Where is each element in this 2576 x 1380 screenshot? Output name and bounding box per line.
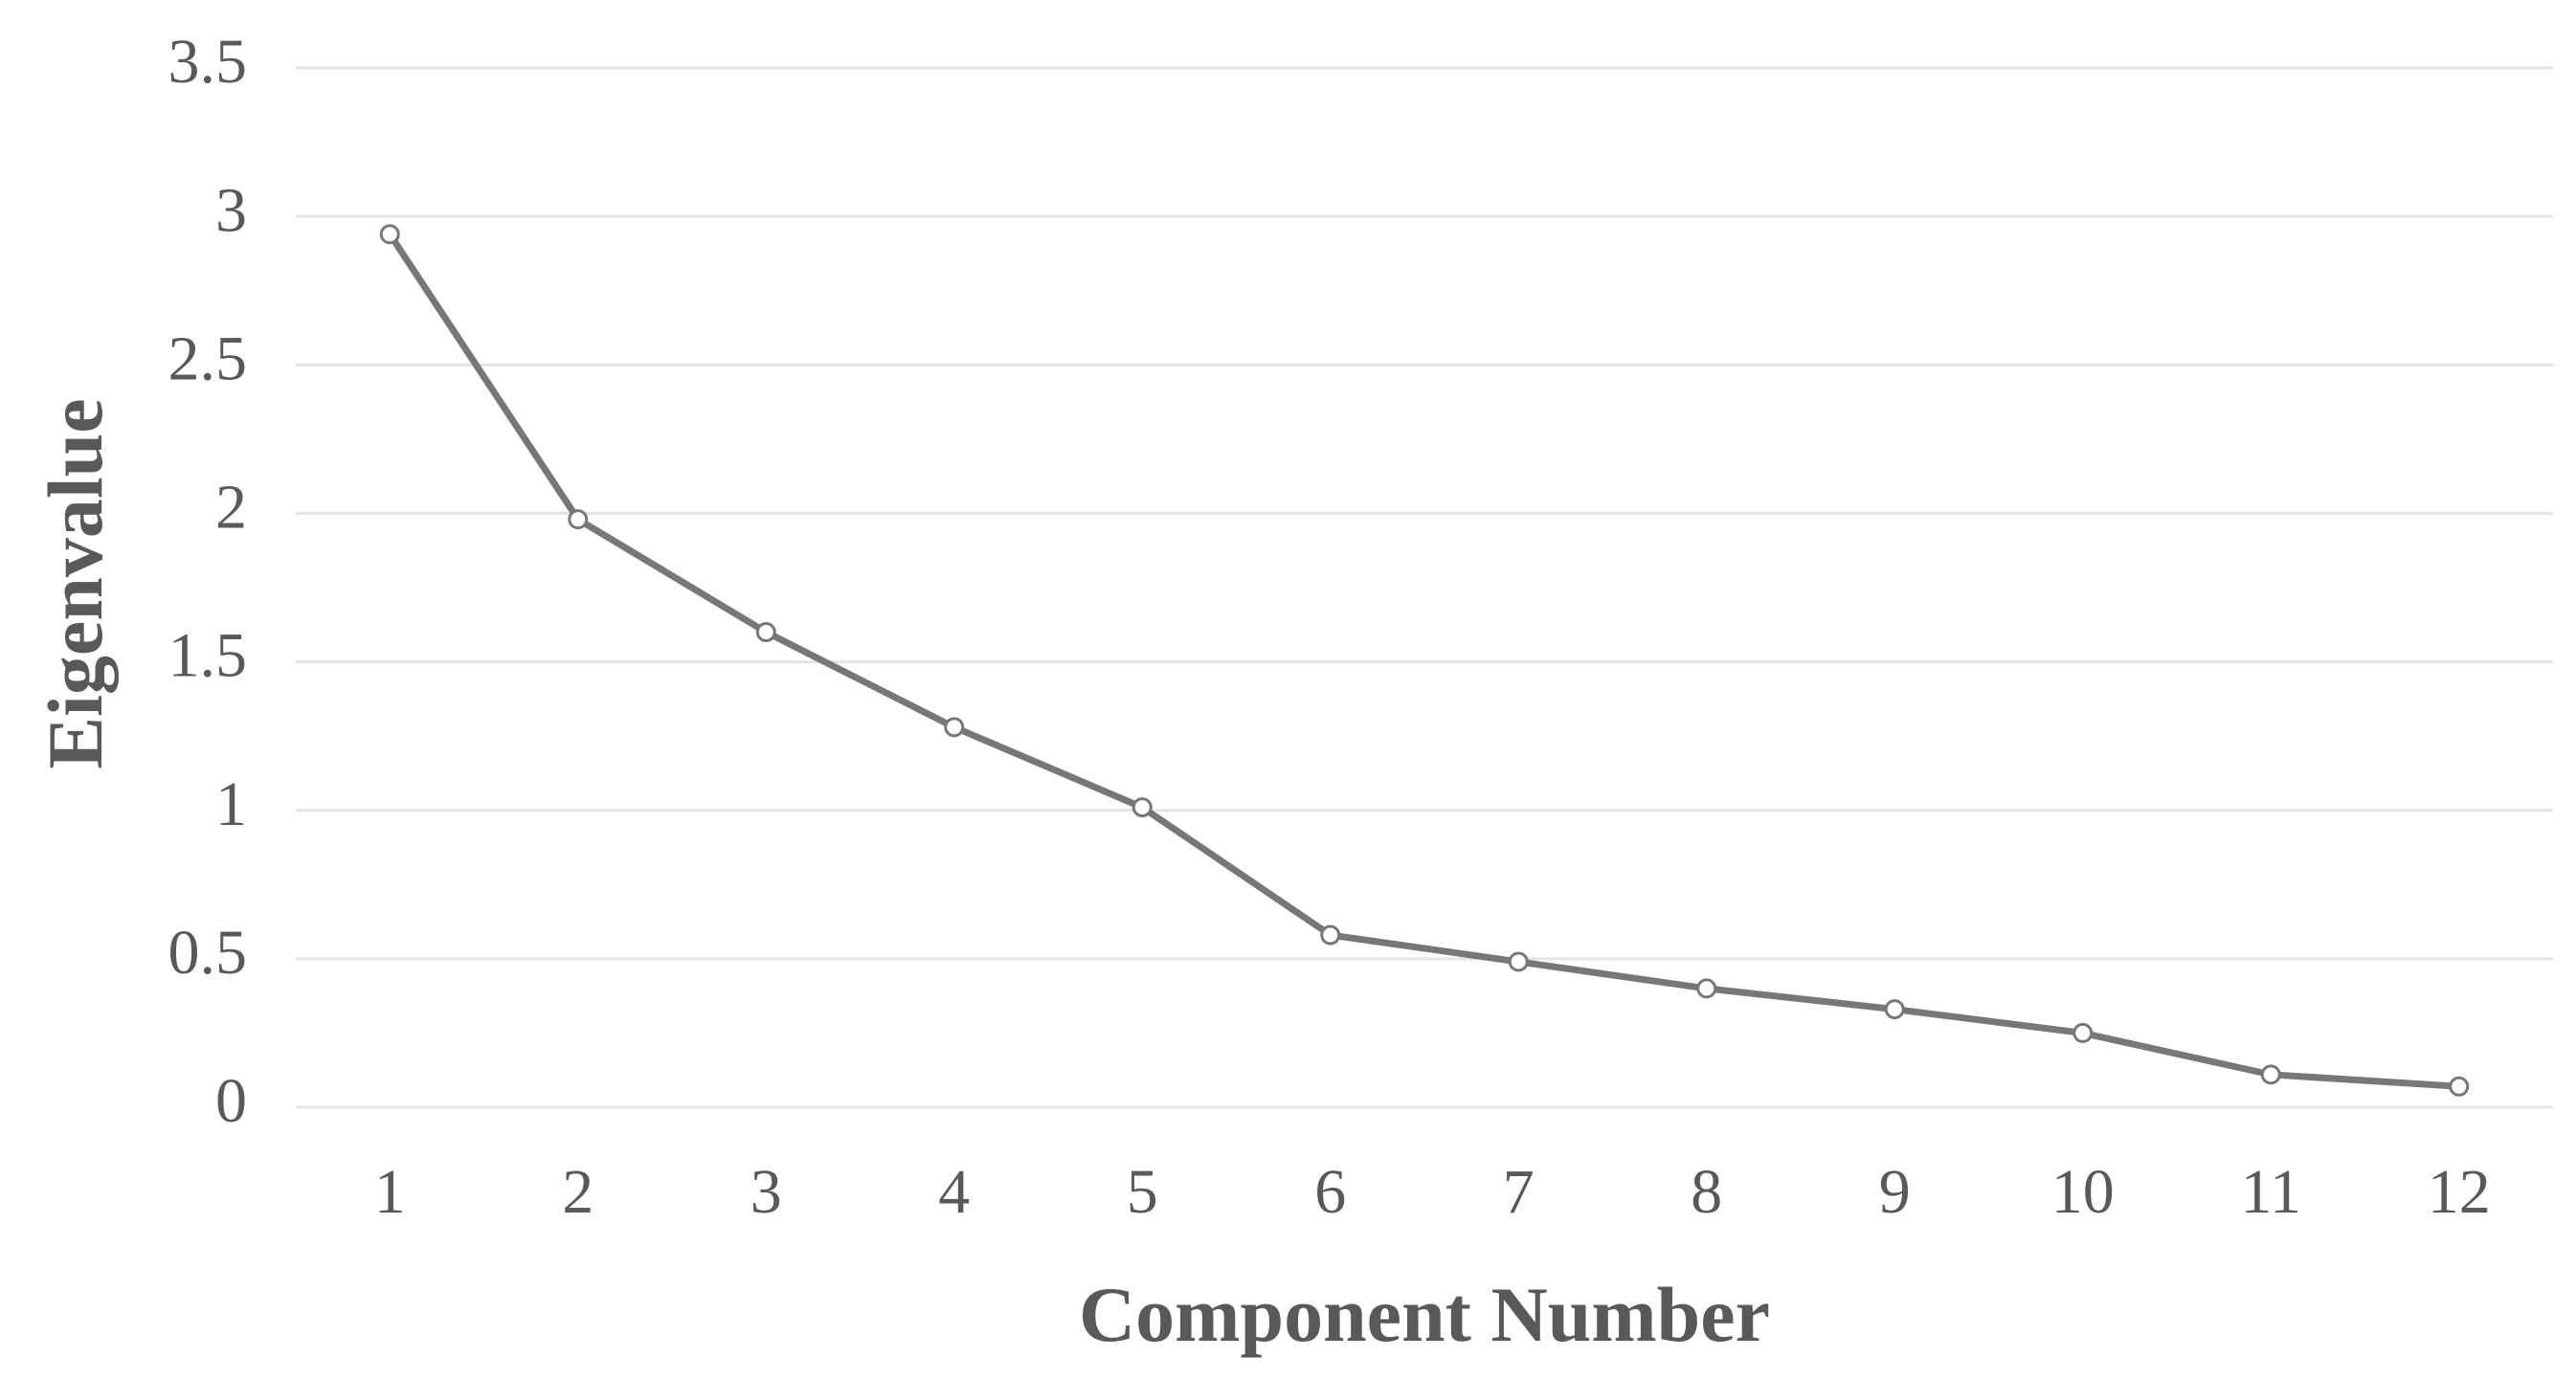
data-point bbox=[944, 717, 965, 738]
data-point bbox=[1884, 999, 1905, 1020]
data-point bbox=[379, 224, 400, 245]
data-point bbox=[1508, 951, 1529, 972]
y-tick-label: 0 bbox=[215, 1066, 247, 1136]
x-tick-label: 8 bbox=[1691, 1157, 1722, 1227]
data-point bbox=[568, 509, 589, 530]
data-line bbox=[387, 232, 2459, 1090]
x-tick-label: 3 bbox=[750, 1157, 782, 1227]
x-tick-label: 12 bbox=[2428, 1157, 2491, 1227]
data-point bbox=[2072, 1022, 2094, 1043]
y-tick-label: 2.5 bbox=[168, 323, 248, 393]
x-tick-label: 4 bbox=[938, 1157, 970, 1227]
data-point bbox=[1320, 924, 1341, 946]
y-tick-label: 1.5 bbox=[168, 621, 248, 691]
x-axis-title: Component Number bbox=[1079, 1271, 1770, 1358]
x-tick-label: 6 bbox=[1314, 1157, 1346, 1227]
y-tick-label: 0.5 bbox=[168, 918, 248, 988]
x-tick-label: 2 bbox=[562, 1157, 594, 1227]
y-axis-title: Eigenvalue bbox=[32, 398, 119, 768]
y-tick-label: 1 bbox=[215, 769, 247, 839]
y-tick-label: 3 bbox=[215, 175, 247, 245]
data-point bbox=[1131, 797, 1153, 818]
data-point bbox=[1696, 978, 1717, 999]
y-tick-label: 2 bbox=[215, 473, 247, 543]
x-tick-label: 9 bbox=[1879, 1157, 1911, 1227]
x-tick-label: 7 bbox=[1503, 1157, 1534, 1227]
x-tick-label: 10 bbox=[2051, 1157, 2115, 1227]
x-tick-label: 1 bbox=[374, 1157, 406, 1227]
data-point bbox=[2260, 1064, 2281, 1085]
data-point bbox=[755, 622, 776, 643]
y-tick-label: 3.5 bbox=[168, 27, 248, 97]
x-tick-label: 5 bbox=[1127, 1157, 1158, 1227]
data-point bbox=[2449, 1076, 2470, 1097]
x-tick-label: 11 bbox=[2240, 1157, 2301, 1227]
